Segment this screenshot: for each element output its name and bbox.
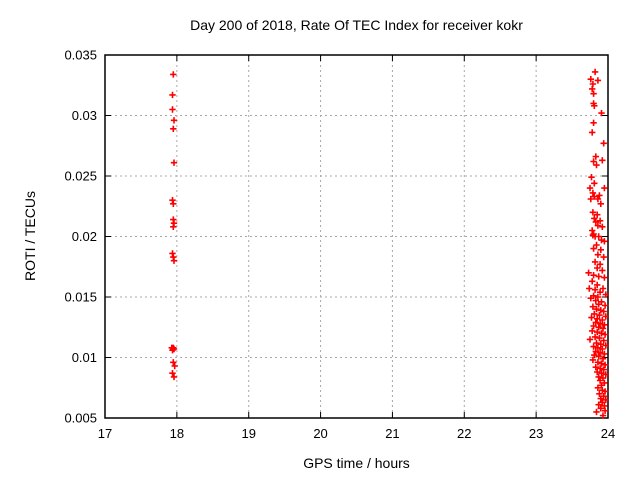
x-tick-label: 20 <box>313 426 327 441</box>
x-axis-label: GPS time / hours <box>303 455 410 471</box>
x-tick-label: 22 <box>457 426 471 441</box>
chart-title: Day 200 of 2018, Rate Of TEC Index for r… <box>190 17 523 33</box>
y-tick-label: 0.03 <box>72 108 97 123</box>
y-tick-label: 0.025 <box>64 169 97 184</box>
y-axis-label: ROTI / TECUs <box>22 191 38 281</box>
x-tick-label: 21 <box>385 426 399 441</box>
data-point-markers <box>168 68 609 419</box>
x-tick-label: 24 <box>601 426 615 441</box>
y-tick-label: 0.005 <box>64 411 97 426</box>
y-tick-label: 0.01 <box>72 350 97 365</box>
y-tick-label: 0.015 <box>64 290 97 305</box>
y-tick-label: 0.035 <box>64 48 97 63</box>
x-tick-label: 19 <box>241 426 255 441</box>
x-tick-label: 23 <box>529 426 543 441</box>
x-tick-label: 17 <box>98 426 112 441</box>
y-tick-label: 0.02 <box>72 229 97 244</box>
x-tick-label: 18 <box>170 426 184 441</box>
